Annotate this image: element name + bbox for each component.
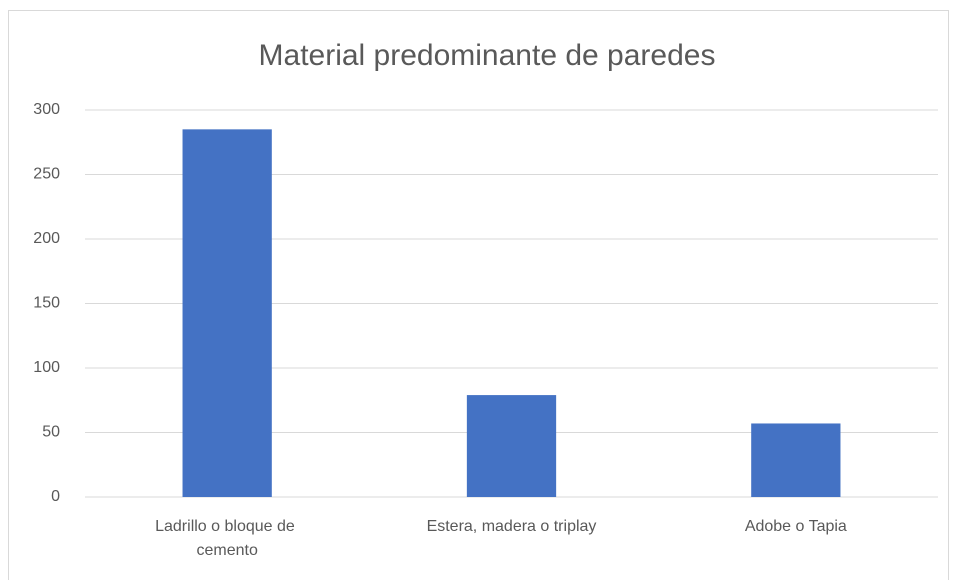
y-tick-label: 0 (51, 488, 60, 505)
bar (466, 395, 557, 497)
y-tick-label: 100 (33, 359, 60, 376)
y-tick-label: 250 (33, 166, 60, 183)
y-tick-label: 50 (42, 424, 60, 441)
y-tick-label: 150 (33, 295, 60, 312)
chart-title: Material predominante de paredes (259, 39, 716, 72)
bar (751, 423, 841, 497)
x-tick-label: Adobe o Tapia (745, 518, 847, 535)
x-tick-label: Estera, madera o triplay (427, 518, 597, 535)
x-tick-label: Ladrillo o bloque de cemento (155, 518, 299, 559)
y-tick-label: 200 (33, 230, 60, 247)
y-tick-label: 300 (33, 101, 60, 118)
bar (182, 129, 272, 497)
